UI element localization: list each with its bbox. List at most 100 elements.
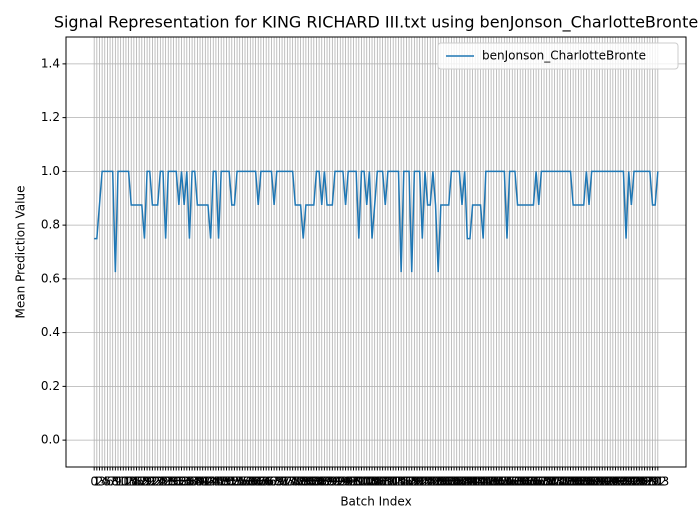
legend-label: benJonson_CharlotteBronte bbox=[482, 49, 646, 63]
x-tick-label: 88 bbox=[319, 475, 334, 489]
x-tick-label: 3 bbox=[98, 475, 106, 489]
x-tick-label: 11 bbox=[116, 475, 131, 489]
x-tick-label: 90 bbox=[325, 475, 340, 489]
x-tick-label: 164 bbox=[517, 475, 540, 489]
x-tick-label: 120 bbox=[400, 475, 423, 489]
x-tick-label: 87 bbox=[317, 475, 332, 489]
x-tick-label: 162 bbox=[511, 475, 534, 489]
x-tick-label: 206 bbox=[628, 475, 651, 489]
x-tick-label: 159 bbox=[503, 475, 526, 489]
x-tick-label: 83 bbox=[306, 475, 321, 489]
x-tick-label: 193 bbox=[593, 475, 616, 489]
x-tick-label: 94 bbox=[335, 475, 350, 489]
x-tick-label: 151 bbox=[482, 475, 505, 489]
x-tick-label: 190 bbox=[586, 475, 609, 489]
x-tick-label: 124 bbox=[411, 475, 434, 489]
x-tick-label: 187 bbox=[578, 475, 601, 489]
x-tick-label: 38 bbox=[187, 475, 202, 489]
x-tick-label: 6 bbox=[106, 475, 114, 489]
x-tick-label: 69 bbox=[269, 475, 284, 489]
x-tick-label: 141 bbox=[456, 475, 479, 489]
data-line bbox=[94, 170, 659, 273]
x-tick-label: 14 bbox=[124, 475, 139, 489]
x-tick-label: 81 bbox=[301, 475, 316, 489]
x-tick-label: 123 bbox=[408, 475, 431, 489]
x-tick-label: 191 bbox=[588, 475, 611, 489]
x-tick-label: 47 bbox=[211, 475, 226, 489]
x-tick-label: 36 bbox=[182, 475, 197, 489]
x-tick-label: 19 bbox=[137, 475, 152, 489]
x-tick-label: 86 bbox=[314, 475, 329, 489]
x-tick-label: 91 bbox=[327, 475, 342, 489]
x-tick-label: 182 bbox=[564, 475, 587, 489]
x-tick-label: 107 bbox=[366, 475, 389, 489]
x-tick-label: 44 bbox=[203, 475, 218, 489]
x-tick-label: 188 bbox=[580, 475, 603, 489]
x-tick-label: 96 bbox=[341, 475, 356, 489]
x-tick-label: 136 bbox=[443, 475, 466, 489]
x-tick-label: 195 bbox=[599, 475, 622, 489]
x-tick-label: 85 bbox=[311, 475, 326, 489]
x-tick-label: 128 bbox=[421, 475, 444, 489]
x-tick-label: 184 bbox=[570, 475, 593, 489]
x-tick-label: 62 bbox=[251, 475, 266, 489]
x-tick-label: 148 bbox=[474, 475, 497, 489]
x-tick-label: 99 bbox=[349, 475, 364, 489]
x-tick-label: 37 bbox=[184, 475, 199, 489]
x-tick-label: 105 bbox=[361, 475, 384, 489]
x-tick-label: 46 bbox=[208, 475, 223, 489]
x-tick-label: 116 bbox=[390, 475, 413, 489]
x-tick-label: 145 bbox=[466, 475, 489, 489]
x-axis-label: Batch Index bbox=[340, 495, 411, 509]
x-tick-label: 118 bbox=[395, 475, 418, 489]
x-tick-label: 146 bbox=[469, 475, 492, 489]
x-tick-label: 102 bbox=[353, 475, 376, 489]
x-tick-label: 142 bbox=[458, 475, 481, 489]
x-tick-label: 93 bbox=[333, 475, 348, 489]
x-tick-label: 4 bbox=[101, 475, 109, 489]
x-tick-label: 26 bbox=[155, 475, 170, 489]
x-tick-label: 73 bbox=[280, 475, 295, 489]
x-tick-label: 17 bbox=[132, 475, 147, 489]
x-tick-label: 127 bbox=[419, 475, 442, 489]
x-tick-label: 54 bbox=[229, 475, 244, 489]
x-tick-label: 55 bbox=[232, 475, 247, 489]
x-tick-label: 157 bbox=[498, 475, 521, 489]
x-tick-label: 186 bbox=[575, 475, 598, 489]
y-tick-label: 0.0 bbox=[41, 433, 60, 447]
x-tick-label: 202 bbox=[617, 475, 640, 489]
x-tick-label: 51 bbox=[221, 475, 236, 489]
x-tick-label: 122 bbox=[406, 475, 429, 489]
x-tick-label: 203 bbox=[620, 475, 643, 489]
x-tick-label: 2 bbox=[96, 475, 104, 489]
x-tick-label: 129 bbox=[424, 475, 447, 489]
x-tick-label: 9 bbox=[114, 475, 122, 489]
x-tick-label: 95 bbox=[338, 475, 353, 489]
x-tick-label: 177 bbox=[551, 475, 574, 489]
x-tick-label: 210 bbox=[638, 475, 661, 489]
x-tick-label: 199 bbox=[609, 475, 632, 489]
x-tick-label: 175 bbox=[546, 475, 569, 489]
x-tick-label: 23 bbox=[147, 475, 162, 489]
x-tick-label: 135 bbox=[440, 475, 463, 489]
x-tick-label: 200 bbox=[612, 475, 635, 489]
x-tick-label: 20 bbox=[139, 475, 154, 489]
x-tick-label: 7 bbox=[109, 475, 117, 489]
x-tick-label: 34 bbox=[177, 475, 192, 489]
x-tick-label: 0 bbox=[90, 475, 98, 489]
x-tick-label: 181 bbox=[562, 475, 585, 489]
x-tick-label: 31 bbox=[169, 475, 184, 489]
x-tick-label: 174 bbox=[543, 475, 566, 489]
x-tick-label: 70 bbox=[272, 475, 287, 489]
x-tick-label: 132 bbox=[432, 475, 455, 489]
x-tick-label: 42 bbox=[198, 475, 213, 489]
x-tick-label: 28 bbox=[161, 475, 176, 489]
x-tick-label: 137 bbox=[445, 475, 468, 489]
x-tick-label: 8 bbox=[112, 475, 120, 489]
x-tick-label: 48 bbox=[214, 475, 229, 489]
x-tick-label: 65 bbox=[259, 475, 274, 489]
x-tick-label: 84 bbox=[309, 475, 324, 489]
x-tick-label: 149 bbox=[477, 475, 500, 489]
y-axis-label: Mean Prediction Value bbox=[14, 186, 28, 319]
x-tick-label: 68 bbox=[266, 475, 281, 489]
